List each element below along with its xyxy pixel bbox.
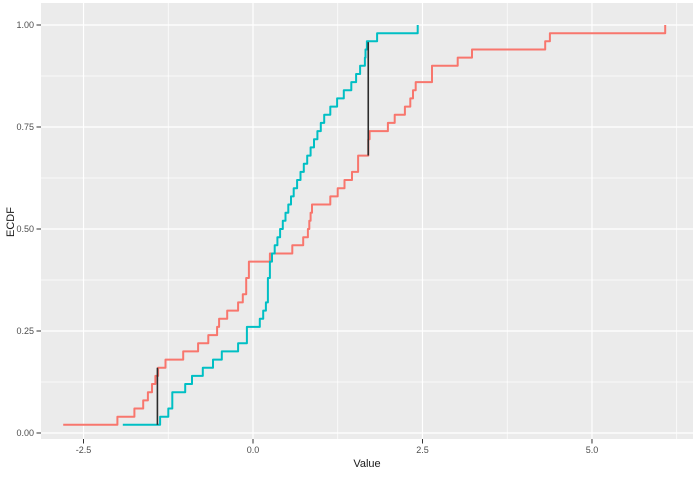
y-tick-label: 0.00 xyxy=(16,428,34,438)
ks-distance-segments xyxy=(156,42,370,425)
x-axis-title: Value xyxy=(353,458,380,470)
y-axis-title: ECDF xyxy=(5,207,17,237)
x-tick-label: 2.5 xyxy=(416,445,429,455)
y-tick-label: 0.75 xyxy=(16,122,34,132)
y-tick-label: 1.00 xyxy=(16,20,34,30)
x-tick-label: 0.0 xyxy=(247,445,260,455)
y-tick-label: 0.25 xyxy=(16,326,34,336)
y-axis-ticks: 0.00 0.25 0.50 0.75 1.00 xyxy=(16,20,41,438)
ecdf-curve-sample-red xyxy=(63,25,667,426)
y-tick-label: 0.50 xyxy=(16,224,34,234)
x-tick-label: -2.5 xyxy=(76,445,92,455)
grid-major xyxy=(41,3,693,439)
ecdf-curve-sample-cyan xyxy=(122,25,419,426)
grid-minor xyxy=(41,3,693,439)
x-tick-label: 5.0 xyxy=(586,445,599,455)
x-axis-ticks: -2.5 0.0 2.5 5.0 xyxy=(76,439,598,455)
plot-panel xyxy=(41,3,693,439)
ecdf-curves xyxy=(63,25,667,426)
